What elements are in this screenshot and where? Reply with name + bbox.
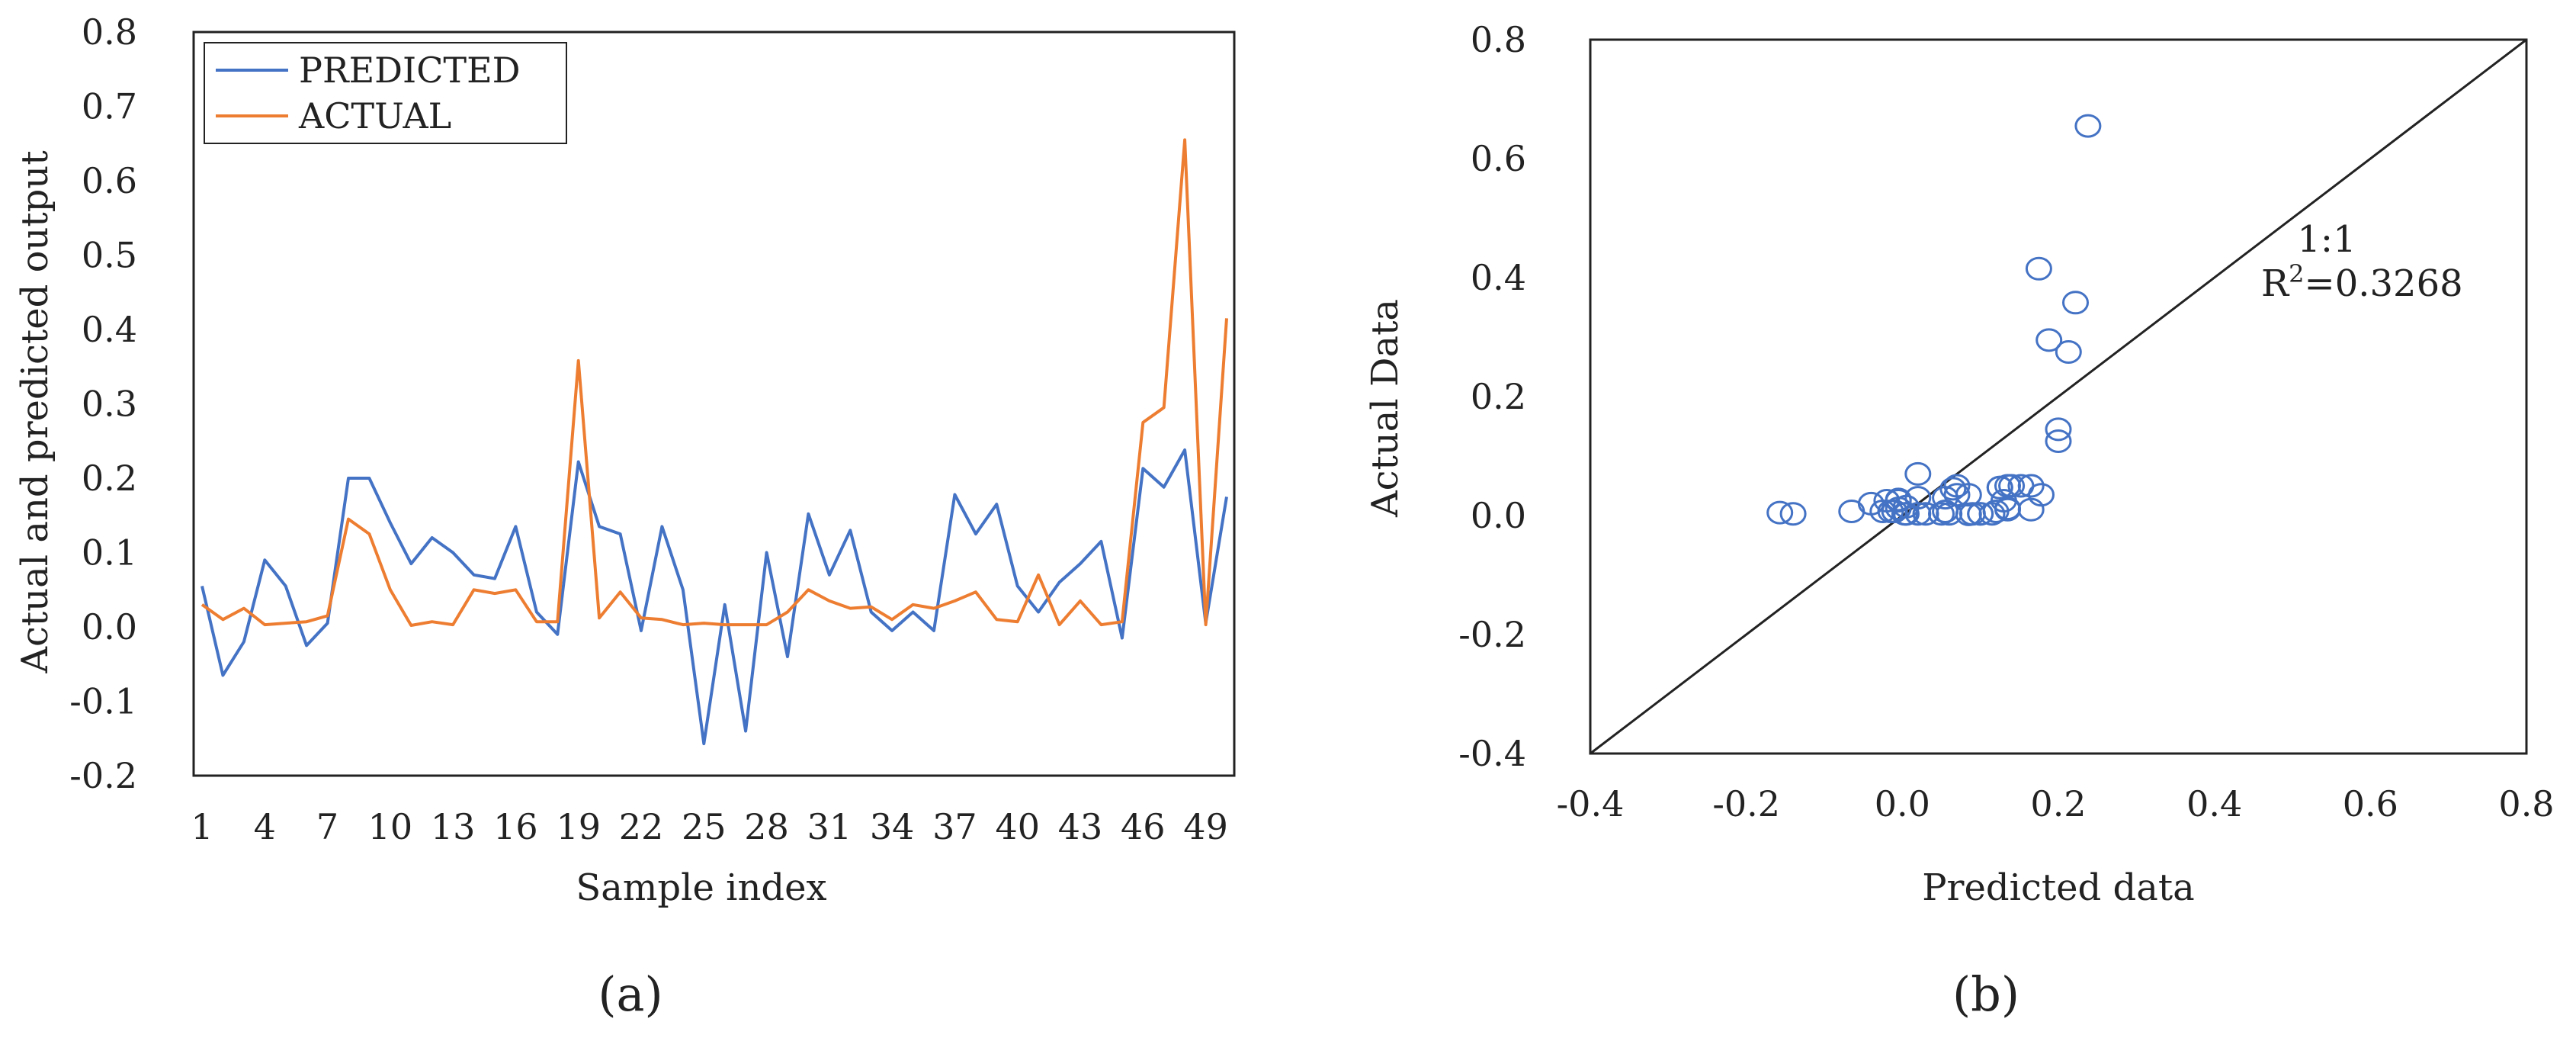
line-chart-y-tick-label: 0.5	[82, 235, 137, 276]
line-chart-x-tick-label: 31	[807, 806, 852, 847]
scatter-x-tick-label: -0.2	[1712, 783, 1780, 824]
line-chart-y-tick-label: 0.0	[82, 606, 137, 648]
scatter-x-tick-label: -0.4	[1557, 783, 1625, 824]
scatter-point	[2025, 256, 2052, 281]
scatter-point	[1998, 474, 2026, 498]
line-chart-y-tick-label: -0.1	[69, 681, 137, 722]
line-chart-x-tick-label: 7	[316, 806, 338, 847]
scatter-x-axis-label: Predicted data	[1922, 866, 2195, 909]
r-squared-value: =0.3268	[2305, 262, 2463, 305]
line-chart-x-tick-label: 19	[556, 806, 601, 847]
line-chart-x-tick-label: 22	[619, 806, 664, 847]
line-chart-legend: PREDICTED ACTUAL	[204, 42, 567, 144]
one-to-one-label: 1:1	[2297, 218, 2356, 261]
scatter-point	[1928, 502, 1955, 526]
line-chart-x-tick-label: 34	[870, 806, 915, 847]
scatter-point	[1885, 489, 1912, 513]
line-chart-x-tick-label: 37	[932, 806, 977, 847]
line-chart-x-tick-label: 13	[431, 806, 476, 847]
line-chart-y-tick-label: 0.8	[82, 11, 137, 53]
line-chart-x-tick-label: 10	[368, 806, 413, 847]
line-chart-x-tick-label: 46	[1121, 806, 1166, 847]
scatter-point	[1766, 500, 1794, 525]
one-to-one-line	[1590, 38, 2527, 755]
line-chart-frame	[192, 31, 1236, 777]
line-chart-x-tick-label: 49	[1183, 806, 1228, 847]
scatter-point	[1904, 486, 1932, 510]
line-chart-y-tick-label: 0.4	[82, 309, 137, 350]
line-chart-y-tick-label: 0.7	[82, 86, 137, 127]
line-chart-x-tick-label: 40	[995, 806, 1040, 847]
scatter-point	[2035, 328, 2063, 352]
series-line-predicted	[200, 448, 1228, 746]
panel-b-caption: (b)	[1952, 966, 2019, 1022]
scatter-y-axis-label: Actual Data	[1364, 299, 1407, 518]
r-squared-prefix: R	[2261, 262, 2290, 305]
scatter-chart-frame	[1589, 38, 2528, 755]
line-chart-x-tick-label: 28	[744, 806, 789, 847]
scatter-x-tick-label: 0.0	[1875, 783, 1930, 824]
series-line-actual	[200, 138, 1228, 627]
r-squared-superscript: 2	[2289, 259, 2304, 288]
line-chart-y-tick-label: 0.3	[82, 384, 137, 425]
scatter-point	[2045, 417, 2072, 442]
line-chart-y-tick-label: 0.6	[82, 160, 137, 201]
scatter-point	[1943, 483, 1971, 507]
line-chart-x-tick-label: 4	[254, 806, 276, 847]
scatter-point	[2055, 340, 2082, 364]
line-chart-y-tick-label: -0.2	[69, 755, 137, 796]
scatter-point	[2017, 474, 2045, 498]
scatter-point	[1904, 461, 1932, 486]
scatter-y-tick-label: 0.6	[1471, 138, 1526, 179]
scatter-point	[2074, 114, 2102, 138]
line-chart-x-tick-label: 43	[1058, 806, 1103, 847]
scatter-point	[1939, 477, 1967, 501]
scatter-chart-panel: 0.8 0.6 0.4 0.2 0.0 -0.2 -0.4 -0.4 -0.2 0.0 0.2 0.…	[1364, 19, 2555, 1022]
scatter-y-tick-label: -0.2	[1458, 614, 1526, 655]
scatter-x-tick-label: 0.2	[2030, 783, 2086, 824]
scatter-x-tick-label: 0.8	[2498, 783, 2554, 824]
panel-a-caption: (a)	[598, 966, 662, 1022]
line-chart-y-axis-label: Actual and predicted output	[14, 150, 56, 673]
scatter-y-tick-label: 0.2	[1471, 376, 1526, 417]
scatter-y-tick-label: 0.4	[1471, 257, 1526, 298]
scatter-y-tick-label: -0.4	[1458, 733, 1526, 774]
scatter-point	[2045, 429, 2072, 453]
line-chart-x-tick-label: 25	[682, 806, 727, 847]
scatter-point	[1779, 502, 1807, 526]
scatter-y-tick-label: 0.8	[1471, 19, 1526, 60]
line-chart-y-tick-label: 0.2	[82, 458, 137, 499]
line-chart-x-tick-label: 1	[191, 806, 213, 847]
scatter-point	[1838, 500, 1865, 523]
r-squared-label: R2=0.3268	[2261, 259, 2463, 305]
legend-label-predicted: PREDICTED	[299, 50, 521, 91]
line-chart-y-tick-label: 0.1	[82, 532, 137, 574]
scatter-point	[2062, 291, 2089, 315]
legend-label-actual: ACTUAL	[298, 95, 451, 137]
line-chart-x-axis-label: Sample index	[576, 866, 826, 909]
line-chart-x-tick-label: 16	[493, 806, 538, 847]
scatter-point	[2028, 483, 2055, 507]
scatter-point	[1967, 502, 1994, 526]
scatter-x-tick-label: 0.6	[2343, 783, 2398, 824]
legend-box	[204, 42, 567, 144]
scatter-point	[1955, 483, 1982, 507]
scatter-y-tick-label: 0.0	[1471, 495, 1526, 536]
scatter-x-tick-label: 0.4	[2186, 783, 2242, 824]
